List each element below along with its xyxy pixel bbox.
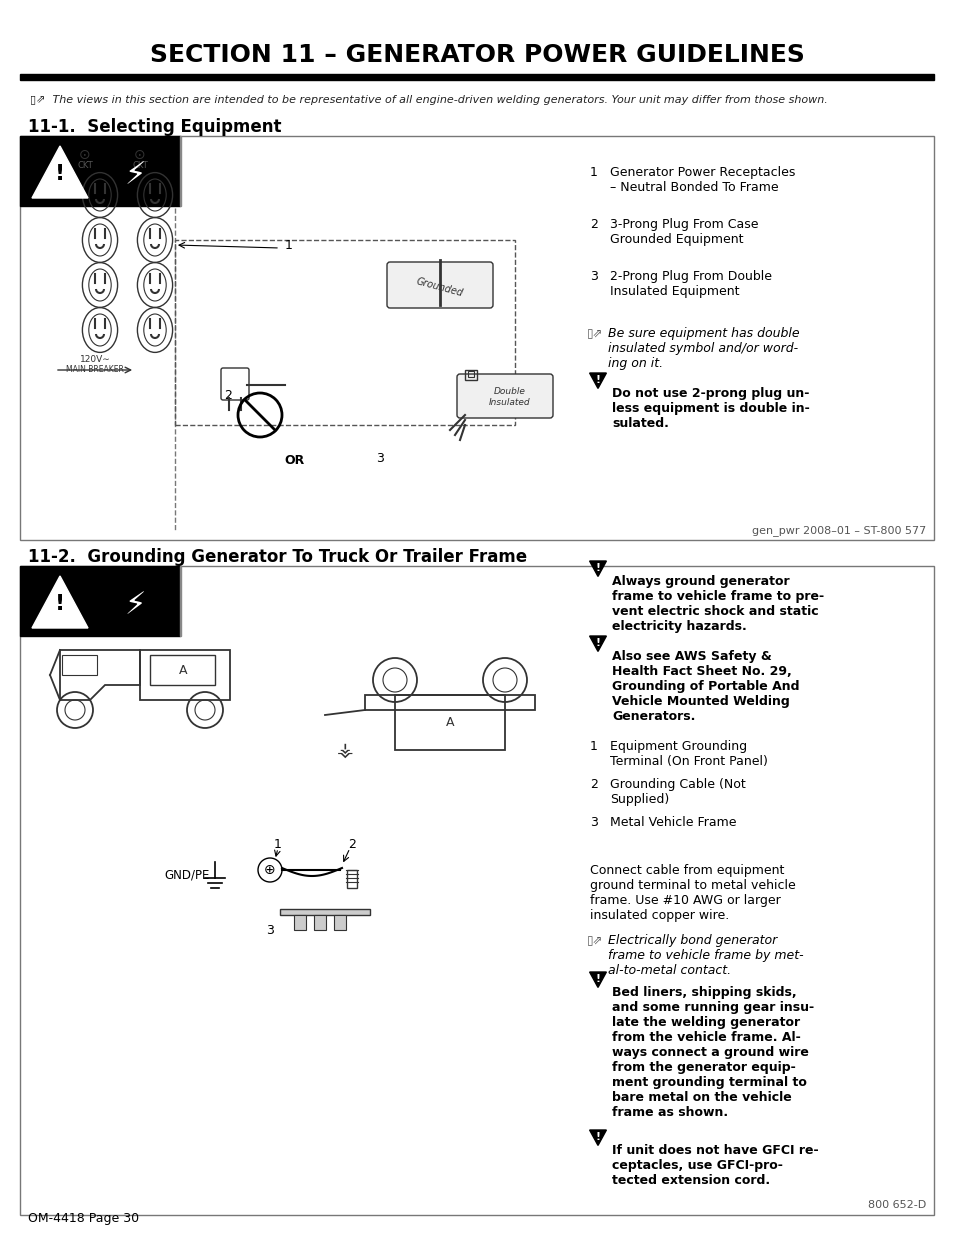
Text: Always ground generator
frame to vehicle frame to pre-
vent electric shock and s: Always ground generator frame to vehicle… <box>612 576 823 634</box>
Text: !: ! <box>595 375 599 385</box>
Text: ⚡: ⚡ <box>124 162 146 190</box>
Text: 2: 2 <box>224 389 232 401</box>
Text: CKT: CKT <box>132 161 148 169</box>
Bar <box>347 869 356 888</box>
Text: 3: 3 <box>375 452 383 464</box>
Text: 120V∼: 120V∼ <box>79 354 111 364</box>
Bar <box>20 566 180 636</box>
Bar <box>365 695 535 710</box>
Text: 2: 2 <box>589 778 598 790</box>
Text: !: ! <box>595 638 599 648</box>
Text: 3: 3 <box>589 816 598 829</box>
Text: !: ! <box>55 594 65 614</box>
Text: CKT: CKT <box>77 161 92 169</box>
Text: 2: 2 <box>589 219 598 231</box>
Bar <box>280 909 370 915</box>
Text: Connect cable from equipment
ground terminal to metal vehicle
frame. Use #10 AWG: Connect cable from equipment ground term… <box>589 864 795 923</box>
Text: 3: 3 <box>589 270 598 283</box>
Bar <box>20 74 933 80</box>
Text: ⚶: ⚶ <box>336 741 353 760</box>
Text: Do not use 2-prong plug un-
less equipment is double in-
sulated.: Do not use 2-prong plug un- less equipme… <box>612 387 809 430</box>
Bar <box>314 915 326 930</box>
Text: 11-1.  Selecting Equipment: 11-1. Selecting Equipment <box>28 119 281 136</box>
Text: Be sure equipment has double
insulated symbol and/or word-
ing on it.: Be sure equipment has double insulated s… <box>607 327 799 370</box>
Text: gen_pwr 2008–01 – ST-800 577: gen_pwr 2008–01 – ST-800 577 <box>751 525 925 536</box>
Polygon shape <box>589 373 606 388</box>
Text: Equipment Grounding
Terminal (On Front Panel): Equipment Grounding Terminal (On Front P… <box>609 740 767 768</box>
Polygon shape <box>589 636 606 651</box>
Polygon shape <box>32 146 88 198</box>
Text: 1: 1 <box>589 165 598 179</box>
Text: 2: 2 <box>348 839 355 851</box>
Bar <box>174 240 515 425</box>
Text: Grounding Cable (Not
Supplied): Grounding Cable (Not Supplied) <box>609 778 745 806</box>
Text: Metal Vehicle Frame: Metal Vehicle Frame <box>609 816 736 829</box>
Bar <box>395 695 504 750</box>
Bar <box>180 566 181 636</box>
Text: !: ! <box>55 164 65 184</box>
Text: !: ! <box>595 974 599 984</box>
Bar <box>334 915 346 930</box>
Text: Also see AWS Safety &
Health Fact Sheet No. 29,
Grounding of Portable And
Vehicl: Also see AWS Safety & Health Fact Sheet … <box>612 650 799 722</box>
Text: ⊙: ⊙ <box>134 148 146 162</box>
Text: OR: OR <box>285 453 305 467</box>
Text: 800 652-D: 800 652-D <box>867 1200 925 1210</box>
Polygon shape <box>589 972 606 988</box>
Text: 1: 1 <box>285 238 293 252</box>
Text: Electrically bond generator
frame to vehicle frame by met-
al-to-metal contact.: Electrically bond generator frame to veh… <box>607 934 802 977</box>
Text: !: ! <box>595 1132 599 1142</box>
Text: A: A <box>178 663 187 677</box>
Bar <box>150 655 214 685</box>
Text: 1: 1 <box>589 740 598 753</box>
Polygon shape <box>589 561 606 577</box>
Text: 1: 1 <box>274 839 282 851</box>
Text: ▯⇗  The views in this section are intended to be representative of all engine-dr: ▯⇗ The views in this section are intende… <box>30 95 827 105</box>
Text: Grounded: Grounded <box>415 275 464 298</box>
Text: SECTION 11 – GENERATOR POWER GUIDELINES: SECTION 11 – GENERATOR POWER GUIDELINES <box>150 43 803 67</box>
Bar <box>20 136 180 206</box>
Bar <box>464 370 476 380</box>
Polygon shape <box>589 1130 606 1145</box>
Text: ▯⇗: ▯⇗ <box>586 327 602 340</box>
Text: !: ! <box>595 563 599 573</box>
Text: ⚡: ⚡ <box>124 592 146 620</box>
Text: A: A <box>445 715 454 729</box>
Text: If unit does not have GFCI re-
ceptacles, use GFCI-pro-
tected extension cord.: If unit does not have GFCI re- ceptacles… <box>612 1144 818 1187</box>
Bar <box>180 136 181 206</box>
Text: 11-2.  Grounding Generator To Truck Or Trailer Frame: 11-2. Grounding Generator To Truck Or Tr… <box>28 548 527 566</box>
Bar <box>62 655 97 676</box>
Bar <box>294 915 306 930</box>
Text: ⊕: ⊕ <box>264 863 275 877</box>
Text: GND/PE: GND/PE <box>165 868 210 882</box>
Text: OM-4418 Page 30: OM-4418 Page 30 <box>28 1212 139 1225</box>
Polygon shape <box>32 576 88 629</box>
Text: Generator Power Receptacles
– Neutral Bonded To Frame: Generator Power Receptacles – Neutral Bo… <box>609 165 795 194</box>
Text: 3-Prong Plug From Case
Grounded Equipment: 3-Prong Plug From Case Grounded Equipmen… <box>609 219 758 246</box>
Bar <box>20 566 933 1215</box>
Text: MAIN BREAKER: MAIN BREAKER <box>66 366 124 374</box>
Text: 3: 3 <box>266 924 274 936</box>
FancyBboxPatch shape <box>387 262 493 308</box>
FancyBboxPatch shape <box>456 374 553 417</box>
Bar <box>20 136 933 540</box>
Text: Bed liners, shipping skids,
and some running gear insu-
late the welding generat: Bed liners, shipping skids, and some run… <box>612 986 813 1119</box>
Text: ▯⇗: ▯⇗ <box>586 934 602 947</box>
Text: 2-Prong Plug From Double
Insulated Equipment: 2-Prong Plug From Double Insulated Equip… <box>609 270 771 298</box>
Bar <box>468 370 474 377</box>
Text: ⊙: ⊙ <box>79 148 91 162</box>
Text: Double
Insulated: Double Insulated <box>489 388 530 406</box>
